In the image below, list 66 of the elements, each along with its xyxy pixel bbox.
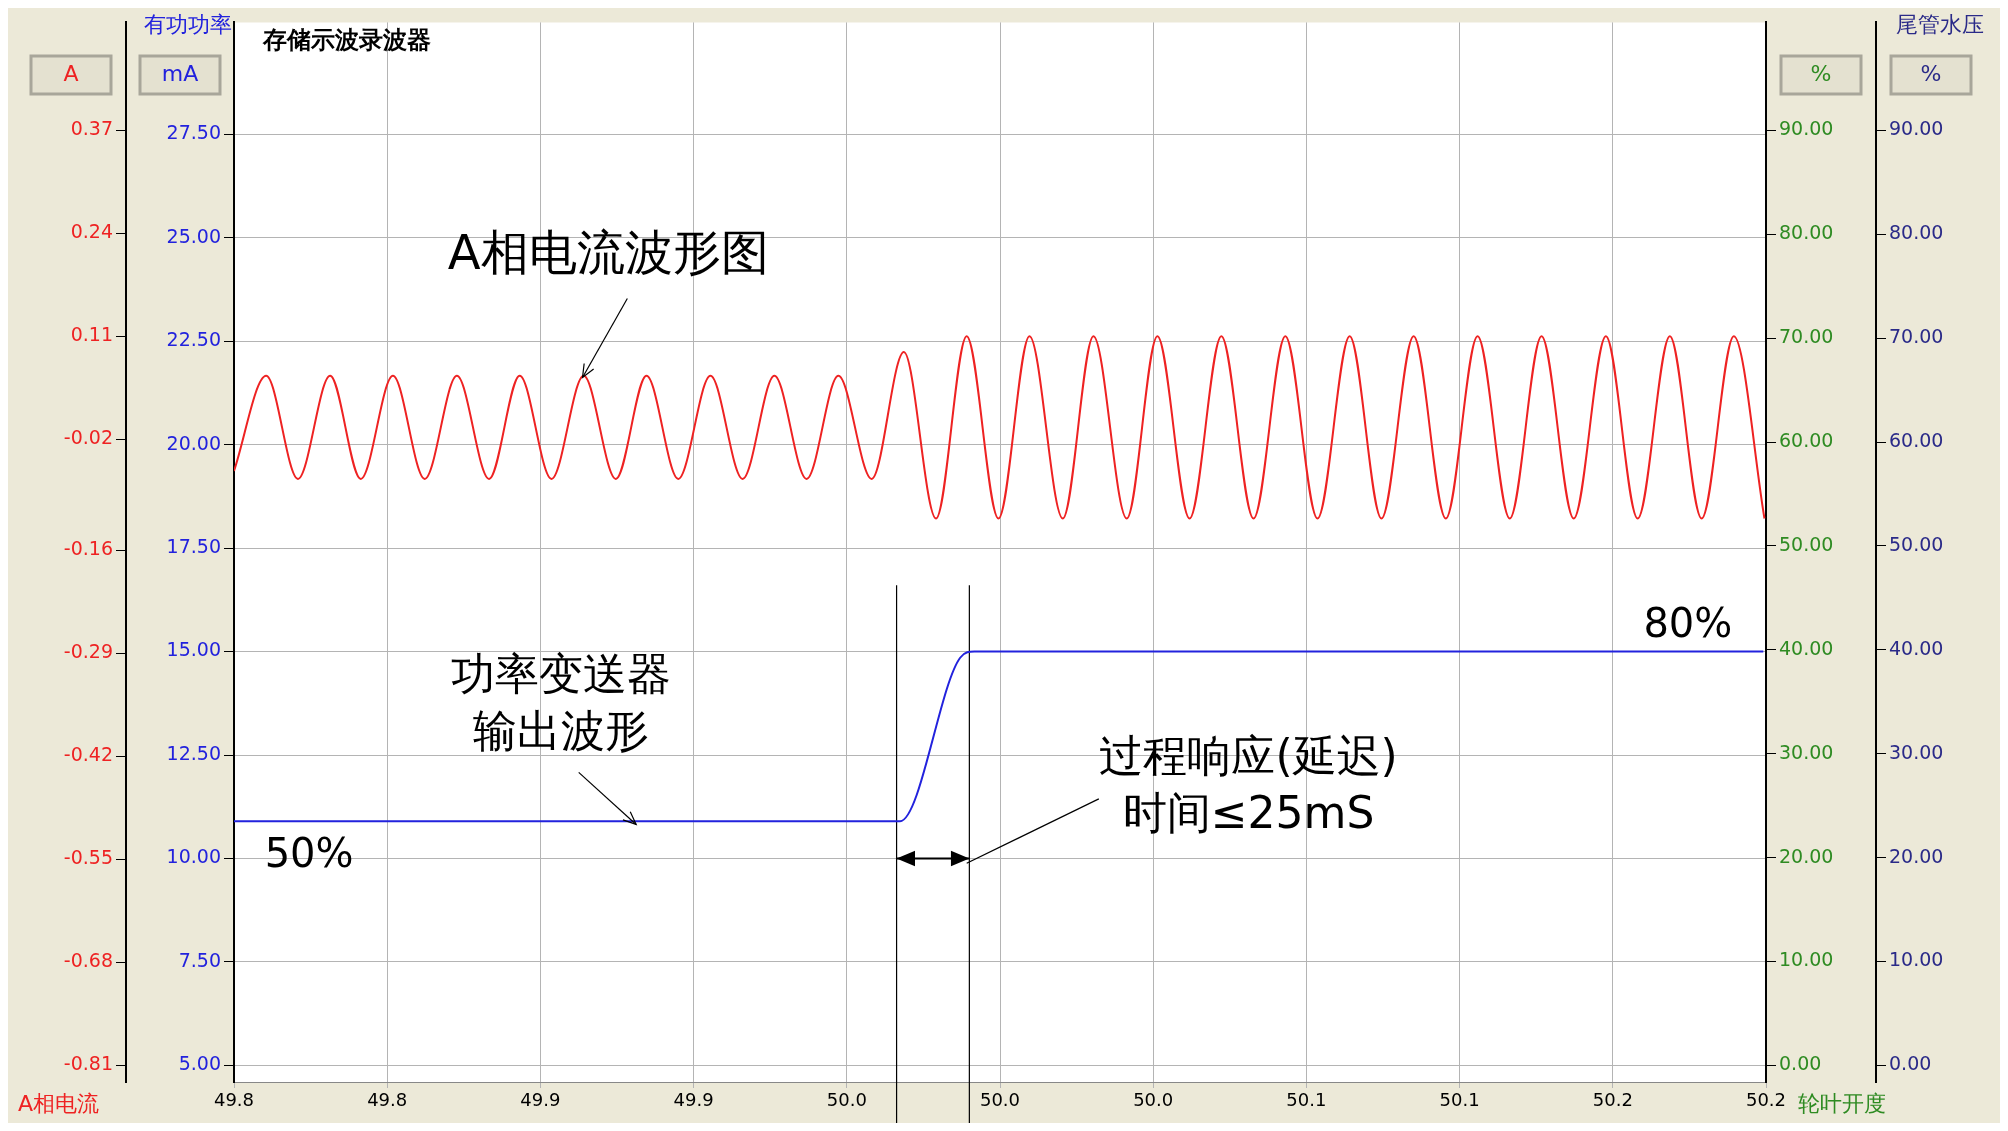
x-tick-label: 50.1 [1439,1089,1480,1111]
y3-tick-label: 80.00 [1779,221,1834,244]
annotation: A相电流波形图 [447,224,769,281]
x-tick-label: 49.9 [673,1089,714,1111]
text: 40.00 [1889,636,1944,659]
text: 80.00 [1889,221,1944,244]
x-tick-label: 50.0 [826,1089,867,1111]
annotation: 过程响应(延迟)时间≤25mS [1099,730,1398,839]
y3-tick-label: 10.00 [1779,948,1834,971]
y-tick-label: -0.68 [63,949,113,972]
text: % [1810,60,1832,86]
y-tick-label: 0.11 [70,323,113,346]
y-tick-label: -0.81 [63,1052,113,1075]
x-tick-label: 50.2 [1745,1089,1787,1111]
y-axis-title: A相电流 [18,1090,100,1116]
y2-tick-label: 22.50 [166,328,221,351]
text: 尾管水压 [1896,11,1984,37]
y2-tick-label: 5.00 [178,1052,221,1075]
text: 0.00 [1889,1052,1932,1075]
y3-tick-label: 40.00 [1779,636,1834,659]
text: 10.00 [1889,948,1944,971]
y-tick-label: -0.02 [63,426,113,449]
x-tick-label: 49.8 [367,1089,408,1111]
x-tick-label: 50.1 [1286,1089,1327,1111]
chart-title: 存储示波录波器 [262,26,431,55]
text: 20.00 [1889,844,1944,867]
y2-tick-label: 20.00 [166,431,221,454]
y2-tick-label: 17.50 [166,535,221,557]
y3-tick-label: 60.00 [1779,429,1834,452]
x-tick-label: 49.8 [213,1089,255,1111]
y3-axis-title: 轮叶开度 [1798,1090,1886,1116]
y-tick-label: -0.55 [63,846,113,869]
y-tick-label: -0.42 [63,743,113,766]
annotation: 50% [264,830,354,877]
y2-tick-label: 7.50 [178,948,221,971]
y2-tick-label: 10.00 [166,845,221,868]
y-tick-label: -0.29 [63,640,113,663]
text: mA [161,60,199,86]
y-tick-label: 0.37 [70,117,113,140]
y3-tick-label: 30.00 [1779,740,1834,763]
annotation: 功率变送器输出波形 [450,648,671,757]
y-tick-label: 0.24 [70,220,113,243]
text: 90.00 [1889,117,1944,140]
text: 30.00 [1889,740,1944,763]
y3-tick-label: 20.00 [1779,844,1834,867]
text: 50.00 [1889,532,1944,555]
text: % [1920,60,1942,86]
text: A [63,60,79,86]
line-series [234,335,1766,520]
y3-tick-label: 70.00 [1779,325,1834,348]
y2-tick-label: 15.00 [166,638,221,661]
y3-tick-label: 90.00 [1779,117,1834,140]
y2-axis-title: 有功功率 [144,11,232,37]
x-tick-label: 50.2 [1592,1089,1633,1111]
y-tick-label: -0.16 [63,537,113,560]
annotation: 80% [1643,600,1733,647]
x-tick-label: 50.0 [1133,1089,1174,1111]
x-tick-label: 49.9 [520,1089,561,1111]
text: 70.00 [1889,325,1944,348]
y3-tick-label: 0.00 [1779,1052,1822,1075]
y2-tick-label: 12.50 [166,741,221,764]
y3-tick-label: 50.00 [1779,532,1834,555]
text: 60.00 [1889,429,1944,452]
x-tick-label: 50.0 [979,1089,1021,1111]
y2-tick-label: 27.50 [166,121,221,144]
y2-tick-label: 25.00 [166,224,221,247]
